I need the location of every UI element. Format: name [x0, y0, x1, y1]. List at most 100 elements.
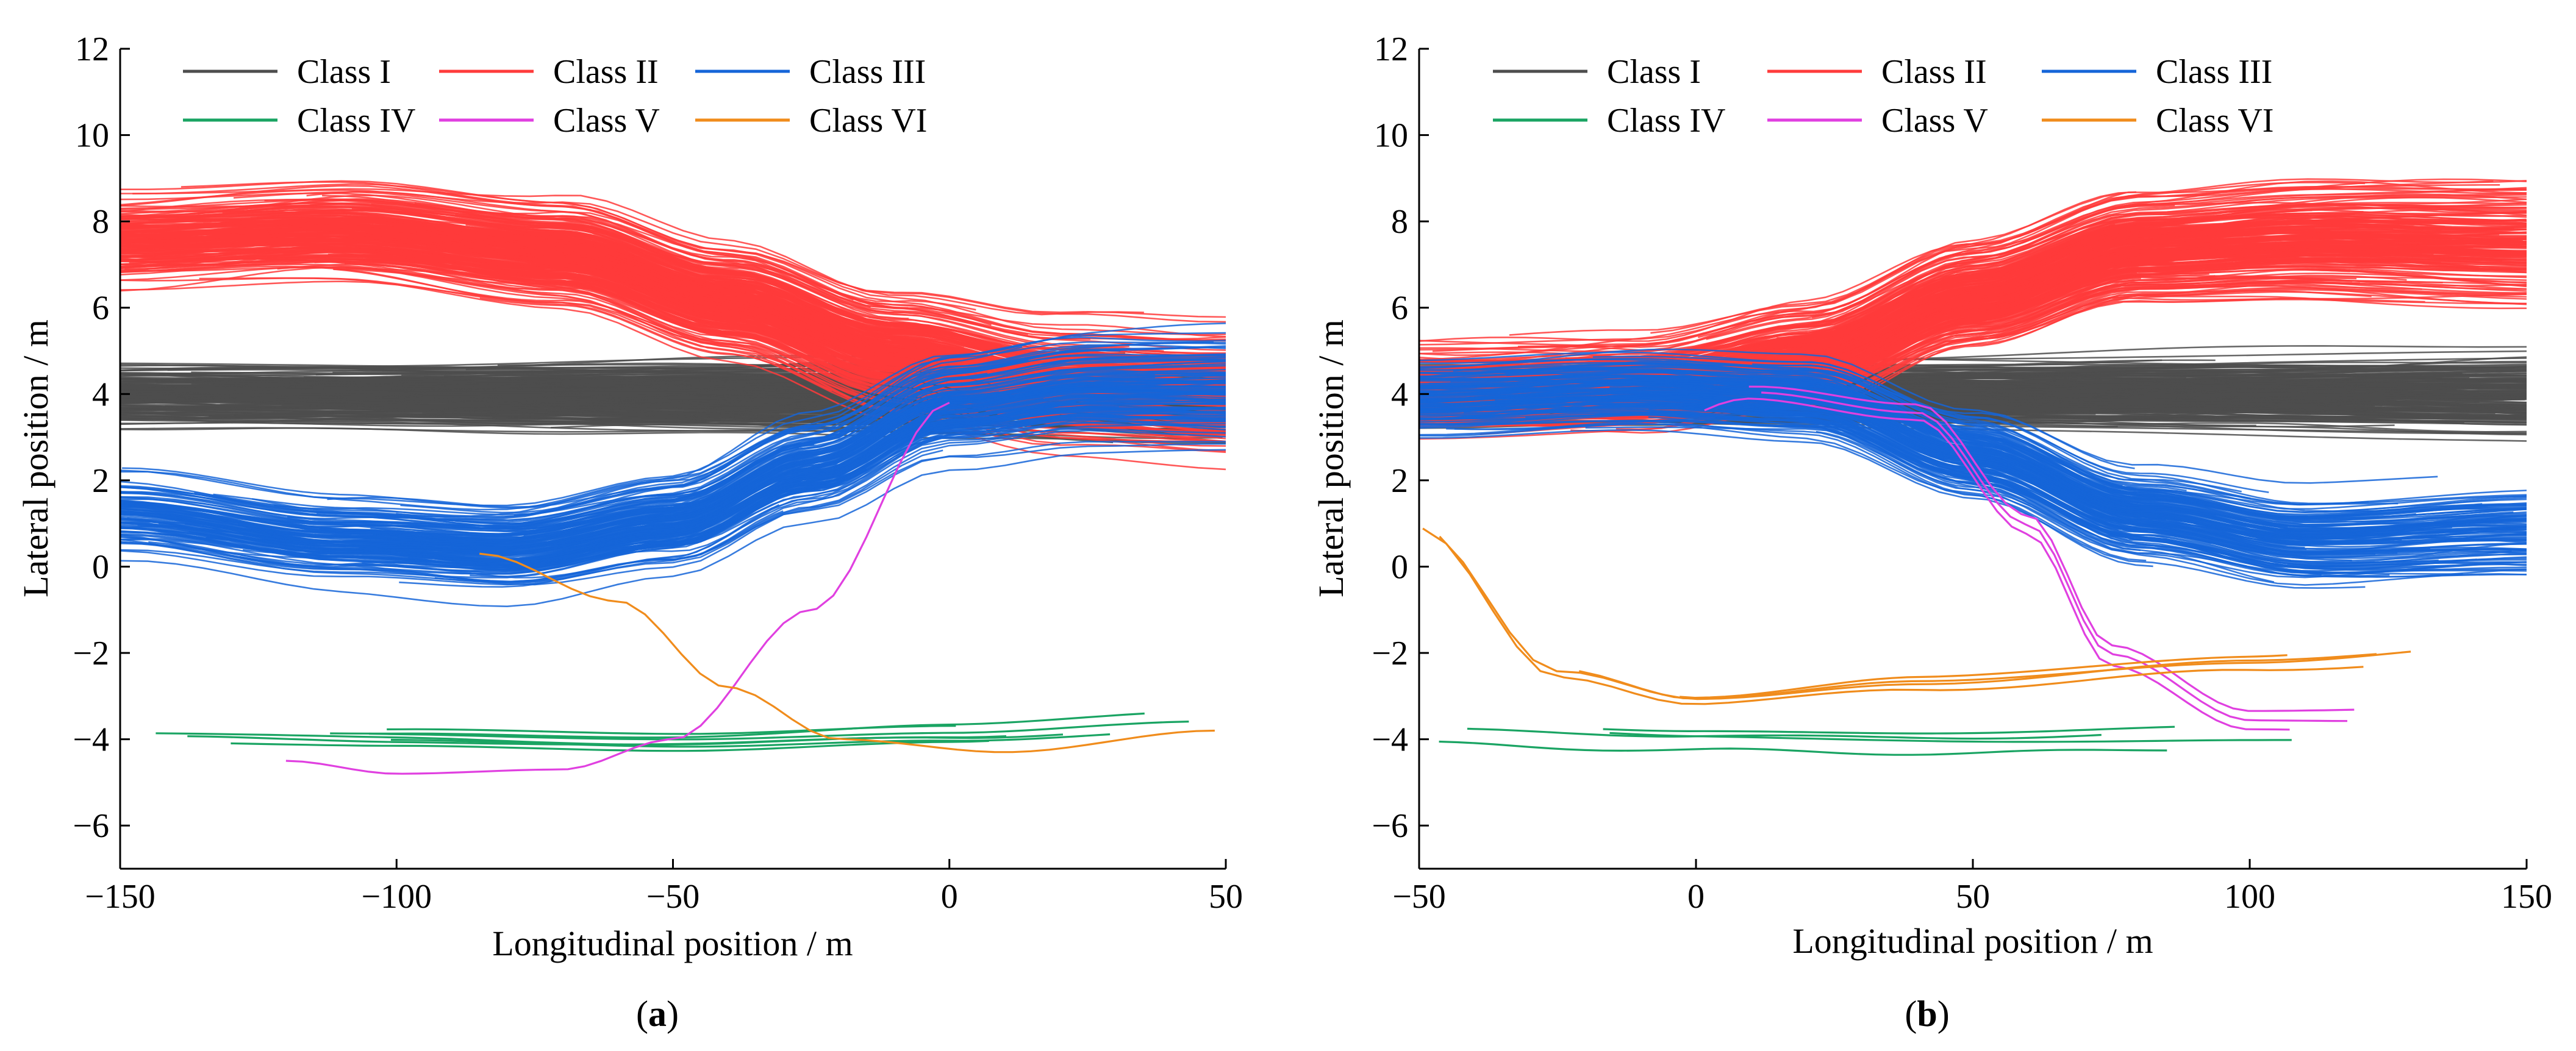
trajectory-line	[156, 732, 1064, 746]
trajectory-line	[1609, 732, 2292, 743]
trajectory-line	[1450, 371, 2527, 510]
trajectory-line	[120, 410, 996, 425]
trajectory-line	[120, 382, 1226, 551]
trajectory-line	[532, 385, 1226, 542]
trajectory-line	[1504, 400, 2527, 569]
trajectory-line	[1635, 383, 2527, 553]
y-tick-label: 4	[1391, 376, 1408, 413]
legend-item: Class IV	[1493, 102, 1725, 140]
trajectory-line	[323, 377, 1226, 549]
trajectory-line	[1419, 376, 2527, 522]
trajectory-line	[120, 390, 1207, 569]
trajectory-line	[120, 345, 1226, 530]
legend-item: Class II	[439, 53, 659, 91]
legend-item: Class IV	[183, 102, 415, 140]
trajectory-line	[120, 403, 1226, 562]
legend-a: Class I Class II Class III Class IV Class V C…	[183, 53, 927, 140]
y-tick-label: 12	[1374, 30, 1408, 68]
trajectory-line	[368, 721, 1189, 741]
series-class-iii-b	[1419, 348, 2527, 589]
trajectory-line	[434, 260, 920, 372]
trajectory-line	[122, 423, 846, 509]
trajectory-line	[1422, 527, 2364, 705]
trajectory-line	[120, 215, 1002, 346]
trajectory-line	[1786, 277, 2083, 376]
series-class-v-b	[1704, 385, 2355, 731]
legend-label: Class III	[2156, 53, 2272, 91]
trajectory-line	[1814, 215, 2251, 338]
x-axis-label-b: Longitudinal position / m	[1792, 921, 2153, 961]
trajectory-line	[120, 341, 1226, 507]
trajectory-line	[1458, 364, 2242, 493]
x-tick-label: −50	[646, 878, 700, 916]
trajectory-line	[213, 346, 1023, 519]
trajectory-line	[120, 441, 1226, 583]
trajectory-line	[387, 725, 956, 735]
trajectory-line	[1467, 727, 2102, 740]
trajectory-line	[120, 260, 1226, 452]
y-tick-label: −6	[73, 807, 109, 845]
panel-label-b: (b)	[1905, 994, 1949, 1034]
x-tick-label: 0	[941, 878, 958, 916]
trajectory-line	[1419, 378, 2329, 538]
y-tick-label: 12	[75, 30, 109, 68]
trajectory-line	[1419, 429, 2366, 589]
trajectory-line	[120, 346, 1226, 523]
trajectory-line	[479, 297, 832, 392]
legend-item: Class V	[1767, 102, 1988, 140]
trajectory-line	[362, 411, 1226, 572]
trajectory-lines-b	[1419, 178, 2527, 756]
trajectory-line	[120, 380, 981, 538]
series-class-iii-a	[120, 322, 1226, 608]
trajectory-line	[542, 235, 1063, 371]
trajectory-line	[1439, 740, 2167, 756]
trajectory-line	[120, 185, 1226, 318]
trajectory-line	[1419, 407, 2248, 547]
trajectory-line	[120, 393, 970, 404]
trajectory-line	[1704, 397, 2290, 731]
legend-label: Class V	[1881, 102, 1988, 140]
plot-area-a	[120, 180, 1226, 775]
trajectory-line	[330, 712, 1145, 739]
legend-item: Class II	[1767, 53, 1987, 91]
legend-label: Class VI	[809, 102, 927, 140]
x-tick-label: 0	[1687, 878, 1705, 916]
trajectory-line	[1744, 236, 2469, 355]
trajectory-line	[1432, 178, 2527, 352]
trajectory-line	[1439, 535, 2377, 700]
x-tick-label: −150	[85, 878, 156, 916]
legend-b: Class I Class II Class III Class IV Class V C…	[1493, 53, 2274, 140]
trajectory-line	[1509, 184, 2500, 336]
trajectory-line	[1473, 243, 2277, 396]
panel-letter-b: b	[1917, 994, 1937, 1034]
trajectory-line	[1419, 395, 2527, 532]
y-axis-label-a: Lateral position / m	[16, 319, 55, 597]
legend-item: Class I	[1493, 53, 1701, 91]
trajectory-line	[513, 401, 1076, 572]
trajectory-line	[120, 199, 1057, 358]
legend-label: Class II	[553, 53, 659, 91]
trajectory-line	[120, 449, 1226, 608]
trajectory-line	[120, 373, 1226, 553]
trajectory-line	[231, 739, 989, 752]
trajectory-line	[120, 376, 1181, 543]
trajectory-line	[306, 191, 976, 311]
trajectory-line	[252, 336, 1226, 518]
x-tick-label: 150	[2501, 878, 2552, 916]
trajectory-line	[1450, 410, 2352, 561]
y-tick-label: 0	[1391, 548, 1408, 586]
x-tick-label: −50	[1392, 878, 1446, 916]
legend-label: Class V	[553, 102, 660, 140]
legend-item: Class III	[695, 53, 926, 91]
plot-area-b	[1419, 178, 2527, 756]
trajectory-line	[120, 504, 780, 579]
trajectory-line	[1419, 178, 2527, 362]
x-tick-label: −100	[361, 878, 432, 916]
trajectory-line	[1419, 388, 2527, 540]
y-tick-label: 0	[92, 548, 109, 586]
trajectory-line	[479, 552, 1215, 754]
axes-b: −50 0 50 100 150 −6 −4 −2 0 2 4 6 8 10 12	[1372, 30, 2552, 916]
y-axis-label-b: Lateral position / m	[1311, 319, 1351, 597]
series-class-iv-b	[1439, 725, 2292, 756]
